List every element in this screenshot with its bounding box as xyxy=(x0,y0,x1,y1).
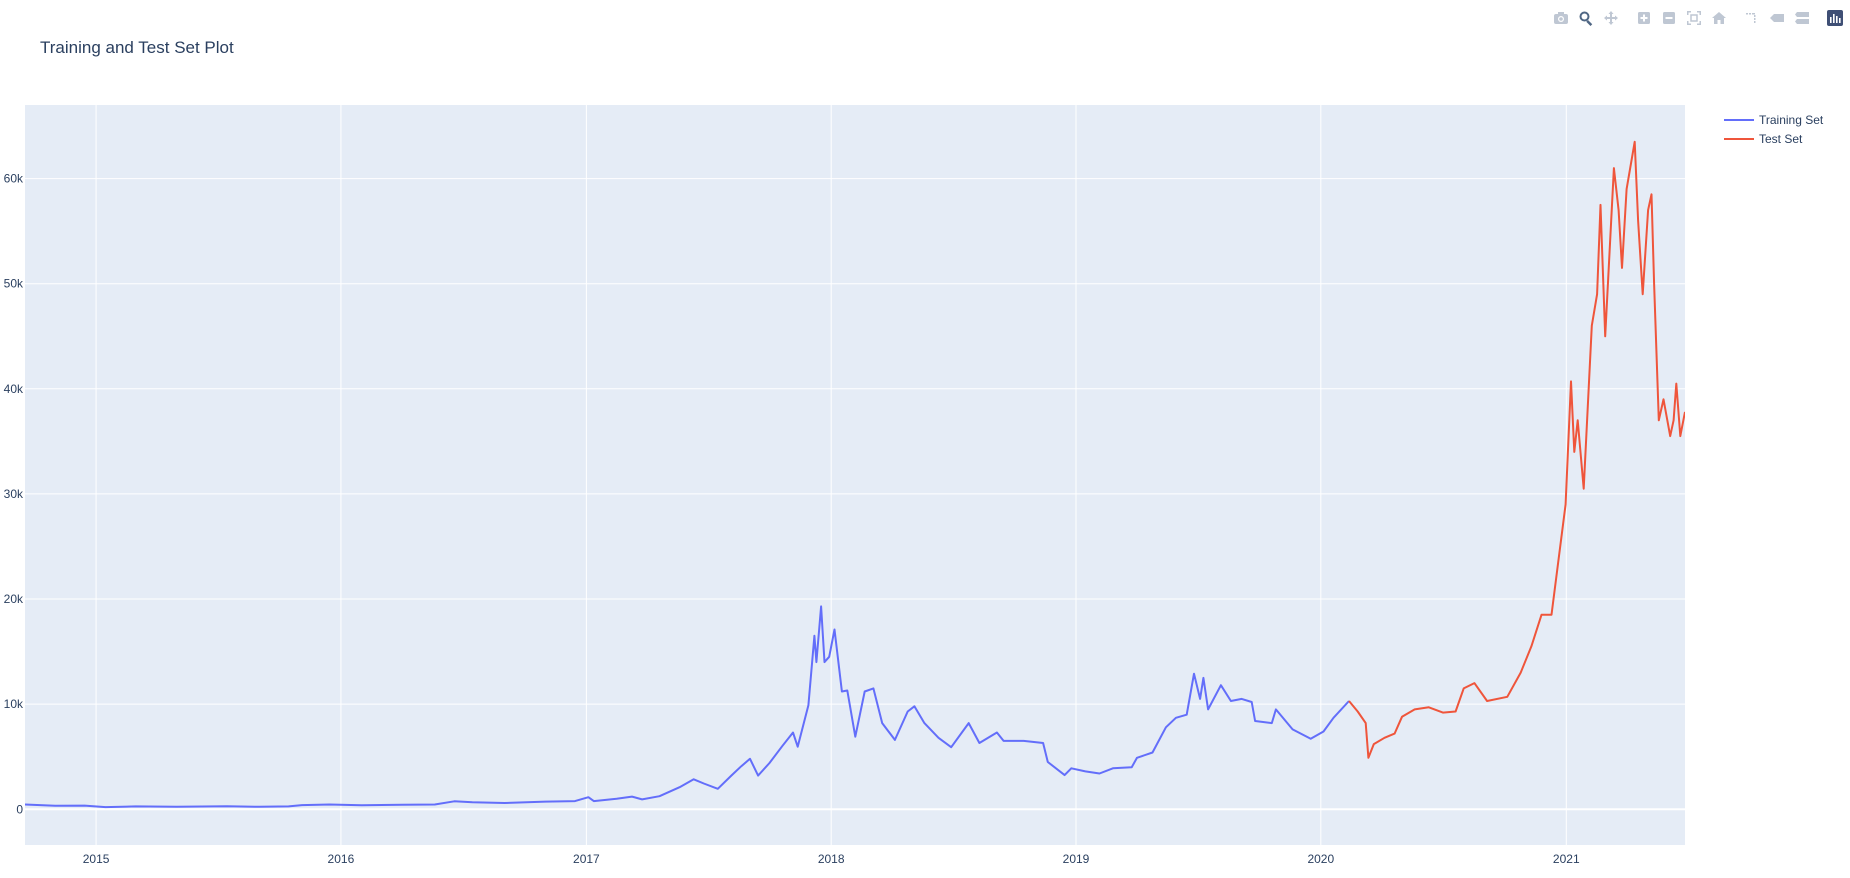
legend-label: Test Set xyxy=(1759,132,1803,146)
hover-closest-icon[interactable] xyxy=(1764,8,1789,28)
training-set-line xyxy=(25,605,1350,809)
spike-lines-icon[interactable] xyxy=(1739,8,1764,28)
zoom-in-icon[interactable] xyxy=(1631,8,1656,28)
grid-lines xyxy=(25,105,1685,845)
x-tick-label: 2019 xyxy=(1063,852,1090,866)
y-tick-label: 50k xyxy=(4,277,24,291)
x-tick-label: 2020 xyxy=(1307,852,1334,866)
x-tick-label: 2016 xyxy=(328,852,355,866)
camera-icon[interactable] xyxy=(1548,8,1573,28)
y-tick-label: 10k xyxy=(4,697,24,711)
legend: Training Set Test Set xyxy=(1724,113,1824,146)
pan-icon[interactable] xyxy=(1598,8,1623,28)
y-tick-label: 60k xyxy=(4,172,24,186)
y-tick-label: 0 xyxy=(16,802,23,816)
y-axis-ticks: 0 10k 20k 30k 40k 50k 60k xyxy=(4,172,24,817)
plot-area[interactable] xyxy=(25,105,1685,845)
x-axis-ticks: 2015 2016 2017 2018 2019 2020 2021 xyxy=(83,852,1580,866)
x-tick-label: 2017 xyxy=(573,852,600,866)
x-tick-label: 2021 xyxy=(1553,852,1580,866)
reset-axes-icon[interactable] xyxy=(1706,8,1731,28)
modebar xyxy=(1548,8,1847,28)
y-tick-label: 30k xyxy=(4,487,24,501)
x-tick-label: 2018 xyxy=(818,852,845,866)
legend-item-training-set[interactable]: Training Set xyxy=(1724,113,1824,127)
test-set-line xyxy=(1348,140,1685,759)
autoscale-icon[interactable] xyxy=(1681,8,1706,28)
zoom-out-icon[interactable] xyxy=(1656,8,1681,28)
legend-label: Training Set xyxy=(1759,113,1824,127)
y-tick-label: 20k xyxy=(4,592,24,606)
y-tick-label: 40k xyxy=(4,382,24,396)
zoom-icon[interactable] xyxy=(1573,8,1598,28)
x-tick-label: 2015 xyxy=(83,852,110,866)
legend-item-test-set[interactable]: Test Set xyxy=(1724,132,1803,146)
series-layer xyxy=(25,140,1685,809)
hover-compare-icon[interactable] xyxy=(1789,8,1814,28)
plotly-logo-icon[interactable] xyxy=(1822,8,1847,28)
chart-title: Training and Test Set Plot xyxy=(40,38,234,57)
